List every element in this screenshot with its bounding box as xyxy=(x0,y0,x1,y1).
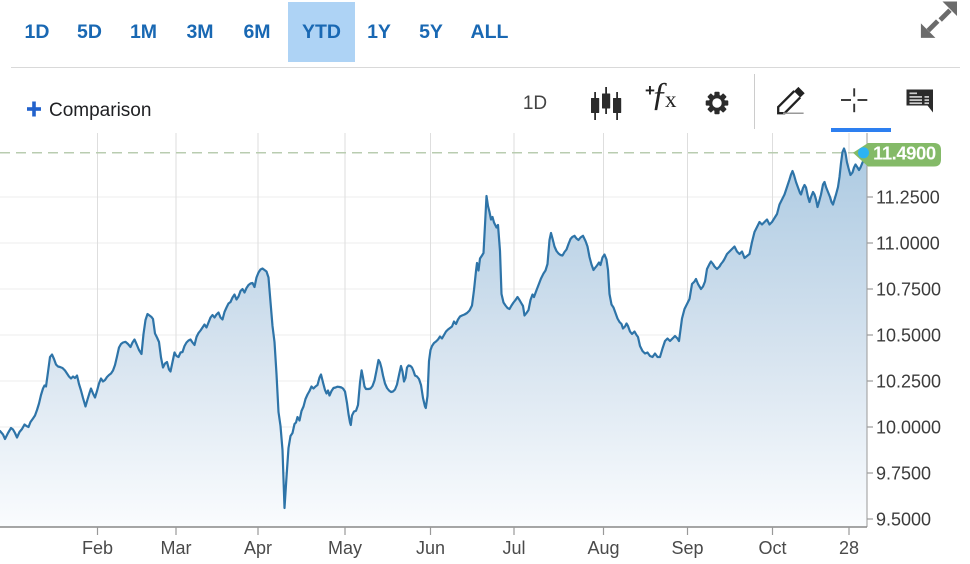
svg-text:Feb: Feb xyxy=(82,538,113,558)
svg-text:11.4900: 11.4900 xyxy=(873,143,936,164)
svg-text:Sep: Sep xyxy=(671,538,703,558)
svg-text:Jul: Jul xyxy=(502,538,525,558)
svg-text:Mar: Mar xyxy=(161,538,192,558)
svg-text:Apr: Apr xyxy=(244,538,272,558)
svg-text:May: May xyxy=(328,538,362,558)
svg-text:28: 28 xyxy=(839,538,859,558)
svg-text:Aug: Aug xyxy=(587,538,619,558)
svg-text:10.0000: 10.0000 xyxy=(876,417,941,437)
svg-text:9.7500: 9.7500 xyxy=(876,463,931,483)
svg-text:10.5000: 10.5000 xyxy=(876,325,941,345)
svg-text:11.0000: 11.0000 xyxy=(876,233,940,253)
svg-text:10.2500: 10.2500 xyxy=(876,371,941,391)
svg-text:10.7500: 10.7500 xyxy=(876,279,941,299)
svg-text:Jun: Jun xyxy=(416,538,445,558)
svg-text:11.2500: 11.2500 xyxy=(876,187,940,207)
svg-text:9.5000: 9.5000 xyxy=(876,509,931,529)
svg-text:Oct: Oct xyxy=(758,538,786,558)
